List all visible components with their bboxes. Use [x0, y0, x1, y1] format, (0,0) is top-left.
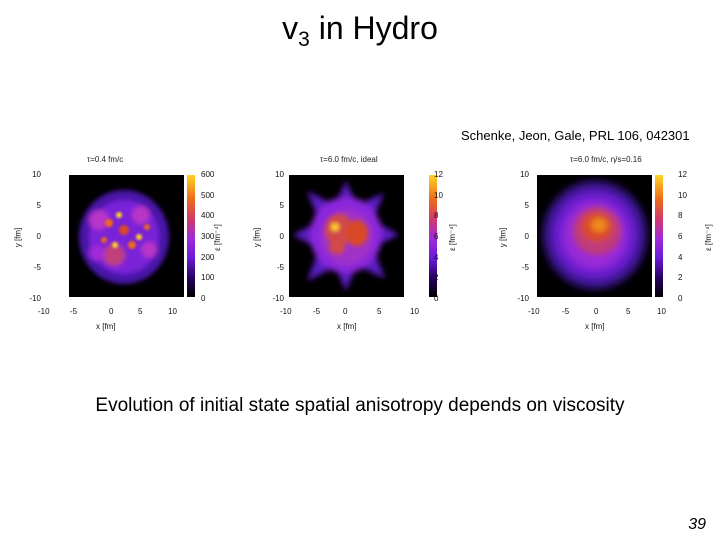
colorbar-tick: 12 [434, 170, 443, 179]
y-tick: 5 [36, 201, 41, 210]
y-tick: 10 [275, 170, 284, 179]
panel-title: τ=6.0 fm/c, ideal [320, 155, 378, 164]
y-tick: -5 [33, 263, 41, 272]
colorbar-label: ε [fm⁻⁴] [447, 224, 457, 251]
x-tick: -10 [528, 307, 540, 316]
colorbar-tick: 4 [678, 253, 683, 262]
colorbar-tick: 8 [434, 211, 439, 220]
colorbar-tick: 300 [201, 232, 215, 241]
x-axis-label: x [fm] [96, 322, 116, 331]
slide-caption: Evolution of initial state spatial aniso… [95, 395, 625, 416]
y-tick: 0 [36, 232, 41, 241]
x-tick: 5 [138, 307, 143, 316]
x-tick: 10 [410, 307, 419, 316]
y-axis-label: y [fm] [498, 227, 508, 248]
colorbar-tick: 0 [678, 294, 683, 303]
colorbar-tick: 2 [434, 273, 439, 282]
energy-density-panel-viscous: τ=6.0 fm/c, η/s=0.16 10 5 0 -5 -10 y [fm… [498, 150, 700, 340]
colorbar [655, 175, 663, 297]
colorbar-tick: 12 [678, 170, 687, 179]
x-tick: 10 [168, 307, 177, 316]
title-main: v [282, 10, 299, 46]
y-tick: 0 [524, 232, 529, 241]
y-tick: 5 [524, 201, 529, 210]
x-tick: -5 [562, 307, 570, 316]
x-tick: -5 [313, 307, 321, 316]
y-tick: -10 [29, 294, 41, 303]
colorbar-tick: 10 [434, 191, 443, 200]
panel-title: τ=6.0 fm/c, η/s=0.16 [570, 155, 642, 164]
colorbar-tick: 500 [201, 191, 215, 200]
slide-title: v3 in Hydro [0, 10, 720, 52]
colorbar-tick: 6 [678, 232, 683, 241]
colorbar-tick: 400 [201, 211, 215, 220]
title-rest: in Hydro [309, 10, 438, 46]
x-tick: 5 [377, 307, 382, 316]
x-tick: 0 [109, 307, 114, 316]
panel-title: τ=0.4 fm/c [87, 155, 124, 164]
colorbar-tick: 2 [678, 273, 683, 282]
colorbar-tick: 6 [434, 232, 439, 241]
colorbar-tick: 200 [201, 253, 215, 262]
x-tick: -5 [70, 307, 78, 316]
heatmap-initial [69, 175, 184, 297]
y-tick: 0 [279, 232, 284, 241]
x-tick: -10 [38, 307, 50, 316]
colorbar-tick: 8 [678, 211, 683, 220]
colorbar-tick: 100 [201, 273, 215, 282]
y-tick: -10 [517, 294, 529, 303]
x-axis-label: x [fm] [337, 322, 357, 331]
colorbar-label: ε [fm⁻⁴] [212, 224, 222, 251]
y-tick: 10 [520, 170, 529, 179]
x-tick: 0 [594, 307, 599, 316]
heatmap-viscous [537, 175, 652, 297]
colorbar-label: ε [fm⁻⁴] [703, 224, 713, 251]
title-subscript: 3 [298, 28, 310, 51]
heatmap-ideal [289, 175, 404, 297]
colorbar-tick: 600 [201, 170, 215, 179]
citation: Schenke, Jeon, Gale, PRL 106, 042301 [461, 128, 690, 143]
y-tick: -10 [272, 294, 284, 303]
x-tick: -10 [280, 307, 292, 316]
energy-density-panel-initial: τ=0.4 fm/c 10 5 0 -5 -10 [12, 150, 215, 340]
colorbar-tick: 0 [201, 294, 206, 303]
y-axis-label: y [fm] [13, 227, 23, 248]
page-number: 39 [688, 516, 706, 533]
x-axis-label: x [fm] [585, 322, 605, 331]
energy-density-panel-ideal: τ=6.0 fm/c, ideal 10 5 0 -5 -10 y [fm] -… [252, 150, 453, 340]
x-tick: 0 [343, 307, 348, 316]
y-tick: -5 [276, 263, 284, 272]
y-tick: 5 [279, 201, 284, 210]
colorbar-tick: 0 [434, 294, 439, 303]
colorbar-tick: 4 [434, 253, 439, 262]
colorbar [429, 175, 437, 297]
y-axis-label: y [fm] [252, 227, 262, 248]
y-tick: -5 [521, 263, 529, 272]
x-tick: 10 [657, 307, 666, 316]
colorbar [187, 175, 195, 297]
y-tick: 10 [32, 170, 41, 179]
colorbar-tick: 10 [678, 191, 687, 200]
x-tick: 5 [626, 307, 631, 316]
